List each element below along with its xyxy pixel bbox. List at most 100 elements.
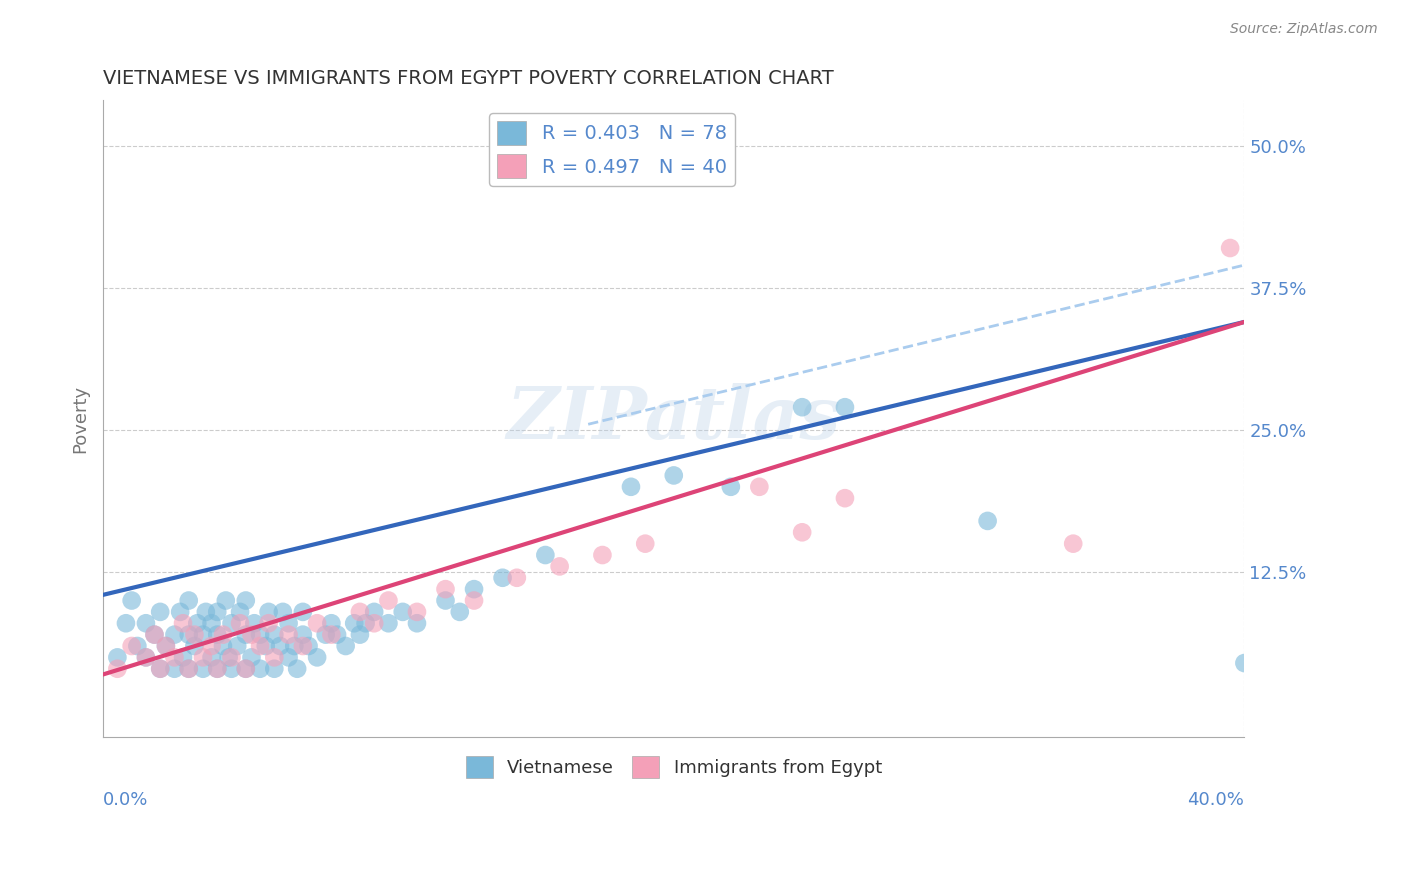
Point: [235, 662, 257, 676]
Point: [277, 627, 299, 641]
Point: [249, 639, 271, 653]
Point: [149, 662, 172, 676]
Point: [349, 627, 371, 641]
Text: 0.0%: 0.0%: [103, 791, 149, 809]
Point: [121, 639, 143, 653]
Point: [207, 627, 229, 641]
Point: [135, 650, 157, 665]
Point: [194, 605, 217, 619]
Point: [183, 627, 205, 641]
Point: [229, 605, 252, 619]
Point: [291, 639, 314, 653]
Point: [662, 468, 685, 483]
Point: [240, 650, 263, 665]
Point: [449, 605, 471, 619]
Point: [748, 480, 770, 494]
Point: [315, 627, 337, 641]
Point: [235, 627, 257, 641]
Point: [127, 639, 149, 653]
Text: Source: ZipAtlas.com: Source: ZipAtlas.com: [1230, 22, 1378, 37]
Point: [149, 662, 172, 676]
Point: [172, 616, 194, 631]
Point: [377, 616, 399, 631]
Point: [105, 662, 128, 676]
Point: [321, 616, 343, 631]
Point: [257, 605, 280, 619]
Point: [207, 662, 229, 676]
Point: [792, 525, 814, 540]
Point: [491, 571, 513, 585]
Point: [620, 480, 643, 494]
Point: [285, 662, 308, 676]
Point: [269, 639, 291, 653]
Point: [229, 616, 252, 631]
Point: [349, 605, 371, 619]
Point: [191, 662, 214, 676]
Point: [200, 650, 222, 665]
Point: [263, 662, 285, 676]
Point: [277, 616, 299, 631]
Point: [263, 650, 285, 665]
Point: [215, 593, 238, 607]
Point: [307, 616, 329, 631]
Point: [249, 627, 271, 641]
Point: [591, 548, 613, 562]
Point: [434, 582, 457, 596]
Point: [363, 616, 385, 631]
Point: [135, 650, 157, 665]
Point: [363, 605, 385, 619]
Point: [335, 639, 357, 653]
Point: [143, 627, 166, 641]
Point: [271, 605, 294, 619]
Point: [163, 650, 186, 665]
Point: [186, 616, 208, 631]
Point: [792, 401, 814, 415]
Point: [221, 650, 243, 665]
Point: [218, 650, 240, 665]
Y-axis label: Poverty: Poverty: [72, 384, 89, 452]
Point: [163, 662, 186, 676]
Point: [343, 616, 366, 631]
Point: [155, 639, 177, 653]
Point: [200, 639, 222, 653]
Point: [143, 627, 166, 641]
Point: [177, 627, 200, 641]
Legend: Vietnamese, Immigrants from Egypt: Vietnamese, Immigrants from Egypt: [458, 748, 889, 785]
Point: [149, 605, 172, 619]
Point: [115, 616, 138, 631]
Point: [249, 662, 271, 676]
Point: [191, 650, 214, 665]
Point: [463, 593, 485, 607]
Point: [834, 491, 856, 505]
Point: [172, 650, 194, 665]
Point: [434, 593, 457, 607]
Point: [235, 662, 257, 676]
Point: [634, 536, 657, 550]
Point: [207, 605, 229, 619]
Point: [183, 639, 205, 653]
Point: [163, 627, 186, 641]
Text: 40.0%: 40.0%: [1188, 791, 1244, 809]
Point: [720, 480, 742, 494]
Text: VIETNAMESE VS IMMIGRANTS FROM EGYPT POVERTY CORRELATION CHART: VIETNAMESE VS IMMIGRANTS FROM EGYPT POVE…: [103, 69, 834, 87]
Point: [257, 616, 280, 631]
Point: [235, 593, 257, 607]
Point: [254, 639, 277, 653]
Point: [177, 662, 200, 676]
Point: [263, 627, 285, 641]
Point: [221, 616, 243, 631]
Point: [506, 571, 529, 585]
Point: [391, 605, 413, 619]
Point: [463, 582, 485, 596]
Point: [221, 662, 243, 676]
Point: [548, 559, 571, 574]
Point: [277, 650, 299, 665]
Point: [297, 639, 319, 653]
Point: [1233, 656, 1256, 670]
Point: [534, 548, 557, 562]
Point: [406, 616, 429, 631]
Point: [177, 593, 200, 607]
Point: [191, 627, 214, 641]
Point: [377, 593, 399, 607]
Point: [240, 627, 263, 641]
